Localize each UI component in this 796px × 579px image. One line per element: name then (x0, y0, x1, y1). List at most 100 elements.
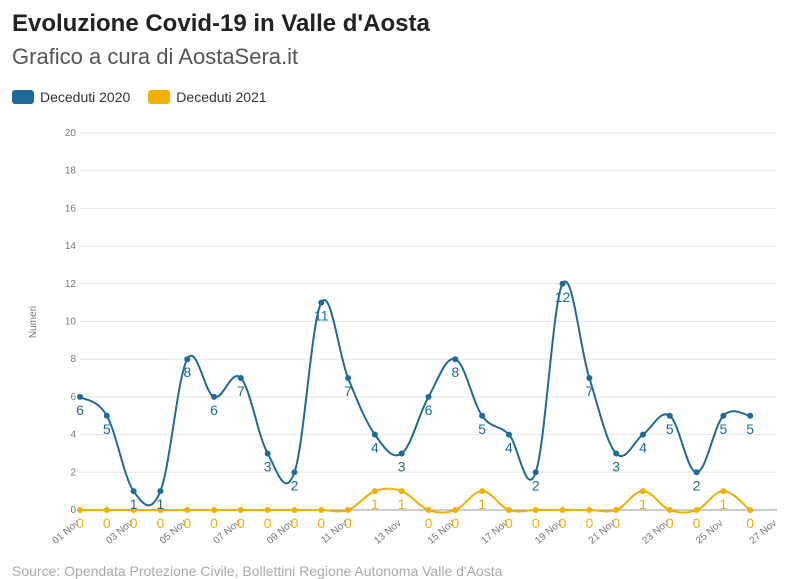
data-label: 5 (666, 421, 674, 437)
data-label: 0 (451, 515, 459, 531)
x-tick-label: 13 Nov (372, 518, 403, 547)
series-points (77, 280, 754, 513)
data-label: 5 (719, 421, 727, 437)
data-point (345, 507, 352, 513)
data-point (666, 507, 673, 513)
data-point (452, 356, 459, 363)
data-point (613, 507, 620, 513)
data-point (720, 412, 727, 419)
data-label: 0 (505, 515, 513, 531)
data-label: 1 (157, 496, 165, 512)
data-point (345, 375, 352, 382)
data-label: 0 (559, 515, 567, 531)
data-label: 0 (746, 515, 754, 531)
data-label: 0 (157, 515, 165, 531)
data-point (479, 488, 486, 495)
y-axis-label: Numeri (28, 306, 39, 338)
data-label: 2 (291, 477, 299, 493)
data-point (130, 507, 137, 513)
data-label: 0 (210, 515, 218, 531)
y-tick-label: 4 (70, 430, 76, 441)
data-point (130, 488, 137, 495)
data-label: 0 (237, 515, 245, 531)
data-label: 5 (746, 421, 754, 437)
data-label: 3 (612, 458, 620, 474)
data-point (532, 507, 539, 513)
data-label: 1 (398, 496, 406, 512)
data-label: 0 (344, 515, 352, 531)
data-label: 5 (103, 421, 111, 437)
data-point (371, 431, 378, 438)
legend-label-2021: Deceduti 2021 (176, 89, 267, 105)
data-label: 0 (76, 515, 84, 531)
data-point (559, 507, 566, 513)
series-line-2020 (79, 280, 751, 507)
data-label: 0 (317, 515, 325, 531)
data-label: 7 (344, 383, 352, 399)
data-label: 11 (314, 308, 329, 324)
data-label: 0 (425, 515, 433, 531)
data-label: 12 (555, 289, 571, 305)
legend-swatch-2020 (12, 90, 34, 104)
data-point (237, 375, 244, 382)
data-label: 1 (478, 496, 486, 512)
y-tick-label: 0 (70, 505, 76, 516)
data-point (747, 507, 754, 513)
series-line-2021 (80, 487, 751, 514)
data-point (586, 507, 593, 513)
y-tick-label: 16 (65, 203, 77, 214)
data-label: 0 (103, 515, 111, 531)
data-point (693, 507, 700, 513)
grid-lines (80, 132, 777, 511)
legend-item-2021[interactable]: Deceduti 2021 (148, 89, 267, 105)
data-point (157, 507, 164, 513)
data-label: 4 (505, 440, 513, 456)
data-label: 6 (425, 402, 433, 418)
data-label: 0 (183, 515, 191, 531)
data-point (77, 393, 83, 400)
data-point (720, 488, 727, 495)
data-point (452, 507, 459, 513)
data-point (613, 450, 620, 457)
data-point (479, 412, 486, 419)
data-label: 0 (532, 515, 540, 531)
data-point (532, 469, 539, 476)
data-point (425, 393, 432, 400)
data-point (157, 488, 164, 495)
y-tick-label: 8 (70, 354, 76, 365)
data-label: 3 (398, 458, 406, 474)
data-point (264, 450, 271, 457)
data-label: 1 (130, 496, 138, 512)
data-point (398, 450, 405, 457)
data-label: 0 (130, 515, 138, 531)
data-label: 5 (478, 421, 486, 437)
data-point (237, 507, 244, 513)
data-label: 8 (183, 364, 191, 380)
y-tick-label: 18 (65, 166, 77, 177)
data-point (371, 488, 378, 495)
data-point (586, 375, 593, 382)
data-point (559, 280, 566, 287)
y-axis-ticks: 0 2 4 6 8 10 12 14 16 18 20 (65, 128, 77, 516)
data-point (211, 393, 218, 400)
data-label: 7 (237, 383, 245, 399)
data-label: 1 (639, 496, 647, 512)
legend-label-2020: Deceduti 2020 (40, 89, 131, 105)
data-point (693, 469, 700, 476)
data-point (184, 356, 191, 363)
legend-swatch-2021 (148, 90, 171, 104)
data-point (103, 507, 110, 513)
data-point (318, 299, 325, 306)
data-label: 7 (585, 383, 593, 399)
data-label: 8 (451, 364, 459, 380)
data-label: 2 (693, 477, 701, 493)
legend-item-2020[interactable]: Deceduti 2020 (12, 89, 130, 105)
data-point (505, 431, 512, 438)
data-point (103, 412, 110, 419)
data-label: 4 (639, 440, 647, 456)
y-tick-label: 2 (70, 467, 76, 478)
data-point (291, 507, 298, 513)
data-point (184, 507, 191, 513)
